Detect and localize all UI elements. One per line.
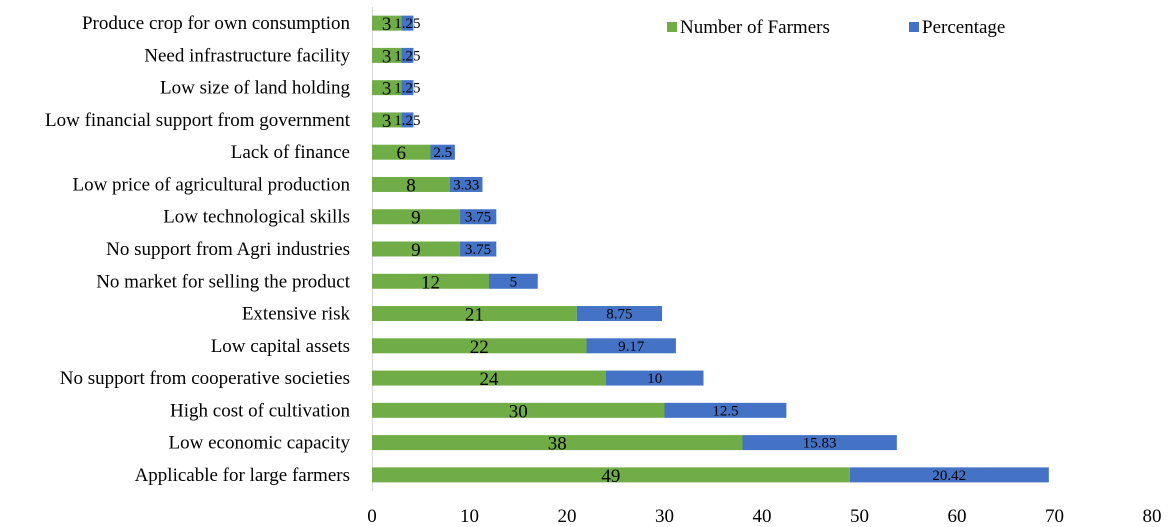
bar-segment-farmers [372, 370, 606, 386]
legend-label: Number of Farmers [680, 17, 830, 38]
bar-segment-farmers [372, 241, 460, 257]
bar-segment-farmers [372, 306, 577, 322]
category-label: Applicable for large farmers [135, 465, 350, 486]
bar-segment-percentage [664, 402, 787, 418]
data-label-percentage: 20.42 [932, 468, 966, 484]
x-tick-label: 40 [753, 506, 772, 527]
bar-segment-percentage [849, 467, 1049, 483]
bar-segment-farmers [372, 435, 743, 451]
bar-segment-percentage [401, 15, 414, 31]
legend-label: Percentage [922, 17, 1005, 38]
category-labels: Produce crop for own consumption Need inf… [45, 13, 351, 486]
data-label-farmers: 3 [382, 46, 392, 67]
category-label: Need infrastructure facility [144, 45, 350, 66]
category-label: High cost of cultivation [170, 400, 350, 421]
data-label-farmers: 9 [411, 240, 421, 261]
x-tick-label: 10 [460, 506, 479, 527]
data-label-percentage: 3.75 [465, 242, 491, 258]
bar-segment-percentage [450, 176, 483, 192]
data-label-percentage: 1.25 [394, 16, 420, 32]
x-tick-label: 70 [1045, 506, 1064, 527]
bar-segment-farmers [372, 338, 587, 354]
category-label: Low size of land holding [160, 78, 350, 99]
x-tick-label: 30 [655, 506, 674, 527]
category-label: Low financial support from government [45, 110, 351, 131]
category-label: Produce crop for own consumption [82, 13, 351, 34]
bar-segment-percentage [430, 144, 455, 160]
data-label-farmers: 3 [382, 111, 392, 132]
data-label-farmers: 22 [470, 337, 489, 358]
data-label-farmers: 49 [601, 466, 620, 487]
category-label: Low capital assets [211, 336, 350, 357]
data-label-farmers: 9 [411, 208, 421, 229]
data-label-percentage: 10 [647, 371, 662, 387]
data-label-farmers: 24 [480, 369, 500, 390]
x-axis-ticks: 0 10 20 30 40 50 60 70 80 [367, 506, 1161, 527]
category-label: No support from cooperative societies [60, 368, 350, 389]
category-label: No support from Agri industries [106, 239, 350, 260]
x-tick-label: 20 [558, 506, 577, 527]
data-label-farmers: 3 [382, 79, 392, 100]
bar-segment-percentage [742, 435, 897, 451]
data-label-percentage: 9.17 [618, 339, 645, 355]
legend: Number of Farmers Percentage [667, 17, 1005, 38]
data-label-percentage: 1.25 [394, 113, 420, 129]
bar-segment-percentage [401, 112, 414, 128]
x-tick-label: 80 [1143, 506, 1162, 527]
data-label-farmers: 3 [382, 14, 392, 35]
bar-segment-farmers [372, 176, 450, 192]
data-label-farmers: 21 [465, 305, 484, 326]
bar-segment-farmers [372, 112, 402, 128]
category-label: Low price of agricultural production [72, 174, 350, 195]
bar-segment-percentage [576, 306, 663, 322]
data-label-percentage: 8.75 [606, 307, 632, 323]
category-label: Low economic capacity [169, 433, 351, 454]
data-label-percentage: 3.33 [453, 177, 479, 193]
bars-layer: 3 1.253 1.253 1.253 1.256 2.58 3.339 3.759 3.751… [372, 14, 1049, 487]
x-tick-label: 0 [367, 506, 377, 527]
bar-segment-percentage [401, 80, 414, 96]
data-label-percentage: 12.5 [712, 403, 738, 419]
bar-segment-percentage [459, 241, 497, 257]
bar-segment-farmers [372, 402, 665, 418]
legend-swatch [667, 22, 677, 32]
data-label-percentage: 3.75 [465, 210, 491, 226]
data-label-farmers: 30 [509, 401, 528, 422]
bar-segment-farmers [372, 144, 431, 160]
bar-segment-percentage [489, 273, 538, 289]
bar-segment-farmers [372, 80, 402, 96]
category-label: Lack of finance [231, 142, 350, 163]
data-label-farmers: 38 [548, 434, 567, 455]
data-label-percentage: 1.25 [394, 48, 420, 64]
bar-segment-percentage [586, 338, 676, 354]
data-label-percentage: 5 [510, 274, 518, 290]
bar-segment-farmers [372, 209, 460, 225]
category-label: Extensive risk [242, 304, 351, 325]
x-tick-label: 50 [850, 506, 869, 527]
category-label: No market for selling the product [96, 271, 351, 292]
data-label-percentage: 1.25 [394, 81, 420, 97]
data-label-farmers: 8 [406, 175, 416, 196]
data-label-farmers: 12 [421, 272, 440, 293]
bar-segment-farmers [372, 273, 489, 289]
bar-segment-percentage [401, 47, 414, 63]
bar-segment-percentage [606, 370, 704, 386]
bar-segment-percentage [459, 209, 497, 225]
category-label: Low technological skills [163, 207, 350, 228]
data-label-farmers: 6 [397, 143, 407, 164]
data-label-percentage: 15.83 [803, 436, 837, 452]
bar-segment-farmers [372, 47, 402, 63]
x-tick-label: 60 [948, 506, 967, 527]
data-label-percentage: 2.5 [433, 145, 452, 161]
bar-segment-farmers [372, 15, 402, 31]
bar-segment-farmers [372, 467, 850, 483]
legend-swatch [909, 22, 919, 32]
